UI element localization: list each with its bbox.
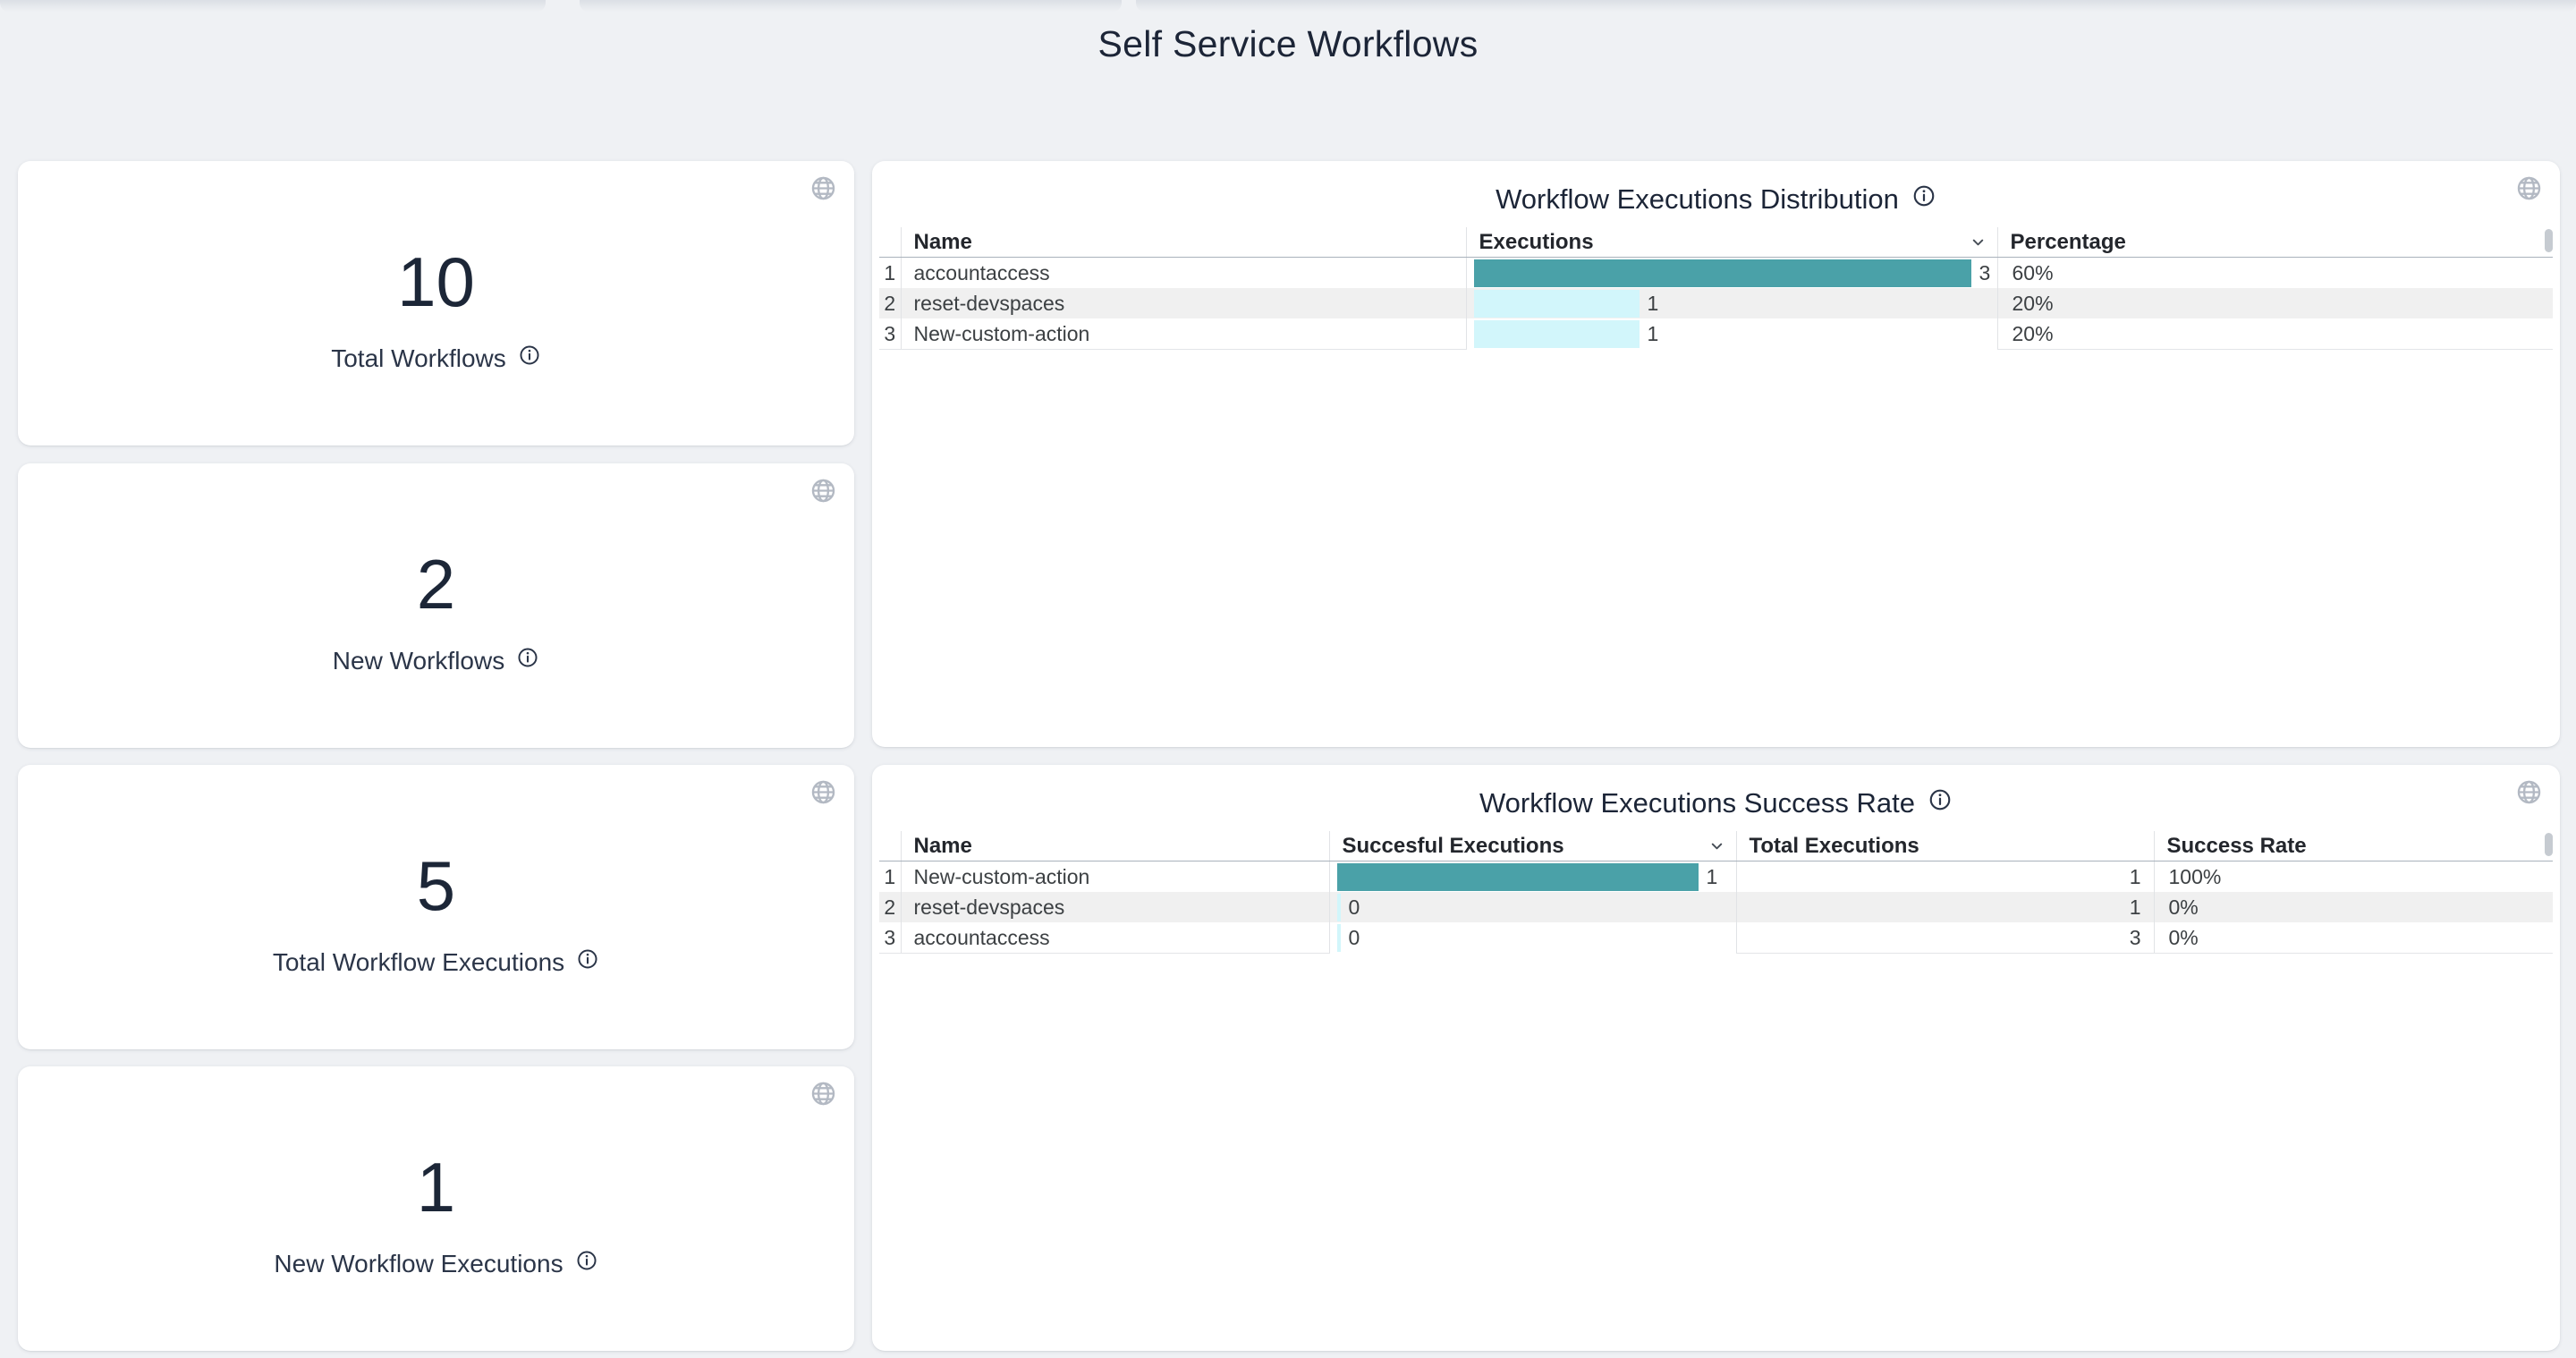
bar-value-label: 0 xyxy=(1348,925,1360,949)
table-row: 2 reset-devspaces 1 20% xyxy=(879,288,2553,318)
panel-title: Workflow Executions Success Rate xyxy=(1479,787,1915,819)
cell-successful_executions: 0 xyxy=(1328,892,1736,922)
info-icon[interactable] xyxy=(1928,787,1953,819)
execution-bar xyxy=(1336,862,1699,891)
column-header-name[interactable]: Name xyxy=(900,227,1466,258)
column-header-executions[interactable]: Executions xyxy=(1465,227,1997,258)
cell-name: reset-devspaces xyxy=(900,288,1466,318)
bar-value-label: 1 xyxy=(1647,321,1659,345)
execution-bar xyxy=(1336,923,1341,952)
cell-success_rate: 0% xyxy=(2153,922,2553,954)
cell-percentage: 20% xyxy=(1996,318,2553,350)
kpi-label: New Workflows xyxy=(332,646,505,675)
column-header-total_executions[interactable]: Total Executions xyxy=(1735,831,2154,861)
globe-icon xyxy=(2514,777,2544,807)
table-row: 3 accountaccess 0 3 0% xyxy=(879,922,2553,954)
globe-icon xyxy=(2514,174,2544,203)
kpi-value: 2 xyxy=(416,545,456,624)
bar-value-label: 3 xyxy=(1979,260,1991,284)
kpi-value: 5 xyxy=(416,846,456,925)
cell-percentage: 60% xyxy=(1996,257,2553,288)
kpi-label: Total Workflows xyxy=(331,344,506,372)
row-index: 2 xyxy=(884,291,896,315)
row-index-header xyxy=(879,227,901,258)
globe-icon xyxy=(809,777,838,807)
kpi-card-total-workflows: 10 Total Workflows xyxy=(18,161,854,446)
row-index: 2 xyxy=(884,895,896,919)
panel-workflow-executions-success-rate: Workflow Executions Success Rate Name Suc… xyxy=(872,765,2560,1351)
kpi-value: 1 xyxy=(416,1148,456,1226)
page-title: Self Service Workflows xyxy=(1097,23,1479,64)
kpi-label: Total Workflow Executions xyxy=(272,947,565,976)
column-label: Executions xyxy=(1479,229,1594,254)
row-index-header xyxy=(879,831,901,861)
cell-successful_executions: 0 xyxy=(1328,922,1736,954)
column-label: Succesful Executions xyxy=(1342,833,1564,858)
column-header-success_rate[interactable]: Success Rate xyxy=(2153,831,2553,861)
globe-icon xyxy=(809,174,838,203)
cell-name: accountaccess xyxy=(900,922,1329,954)
top-card-edge xyxy=(580,0,1122,12)
top-card-edge xyxy=(0,0,546,12)
cell-total_executions: 1 xyxy=(1735,861,2154,892)
top-card-edge xyxy=(1136,0,2576,12)
cell-executions: 3 xyxy=(1465,257,1997,288)
info-icon[interactable] xyxy=(576,947,599,977)
cell-total_executions: 1 xyxy=(1735,892,2154,922)
chevron-down-icon[interactable] xyxy=(1968,232,1988,252)
kpi-card-new-workflows: 2 New Workflows xyxy=(18,463,854,748)
execution-bar xyxy=(1336,893,1341,921)
column-label: Success Rate xyxy=(2166,833,2307,858)
info-icon[interactable] xyxy=(518,344,541,373)
kpi-label: New Workflow Executions xyxy=(274,1249,564,1277)
globe-icon xyxy=(809,476,838,505)
executions-success-rate-table: Name Succesful Executions Total Executions… xyxy=(879,831,2553,954)
execution-bar xyxy=(1473,259,1971,287)
cell-name: New-custom-action xyxy=(900,861,1329,892)
column-label: Percentage xyxy=(2010,229,2126,254)
table-scrollbar-thumb[interactable] xyxy=(2545,833,2553,856)
column-label: Total Executions xyxy=(1749,833,1919,858)
bar-value-label: 1 xyxy=(1706,864,1718,888)
cell-success_rate: 100% xyxy=(2153,861,2553,892)
cell-name: New-custom-action xyxy=(900,318,1466,350)
column-header-percentage[interactable]: Percentage xyxy=(1996,227,2553,258)
cell-total_executions: 3 xyxy=(1735,922,2154,954)
cell-executions: 1 xyxy=(1465,288,1997,318)
panel-title: Workflow Executions Distribution xyxy=(1496,183,1899,215)
table-row: 1 New-custom-action 1 1 100% xyxy=(879,861,2553,892)
cell-successful_executions: 1 xyxy=(1328,861,1736,892)
table-row: 1 accountaccess 3 60% xyxy=(879,257,2553,288)
kpi-card-total-workflow-executions: 5 Total Workflow Executions xyxy=(18,765,854,1049)
execution-bar xyxy=(1473,319,1640,348)
cell-executions: 1 xyxy=(1465,318,1997,350)
row-index: 1 xyxy=(884,260,896,284)
bar-value-label: 1 xyxy=(1647,291,1659,315)
row-index: 3 xyxy=(879,922,901,954)
column-label: Name xyxy=(913,833,972,858)
column-header-successful_executions[interactable]: Succesful Executions xyxy=(1328,831,1736,861)
cell-name: reset-devspaces xyxy=(900,892,1329,922)
cell-percentage: 20% xyxy=(1996,288,2553,318)
cell-name: accountaccess xyxy=(900,257,1466,288)
column-label: Name xyxy=(913,229,972,254)
info-icon[interactable] xyxy=(575,1249,598,1278)
table-row: 2 reset-devspaces 0 1 0% xyxy=(879,892,2553,922)
info-icon[interactable] xyxy=(1911,183,1936,216)
column-header-name[interactable]: Name xyxy=(900,831,1329,861)
table-scrollbar-thumb[interactable] xyxy=(2545,229,2553,252)
execution-bar xyxy=(1473,289,1640,318)
kpi-card-new-workflow-executions: 1 New Workflow Executions xyxy=(18,1066,854,1351)
info-icon[interactable] xyxy=(516,646,539,675)
kpi-value: 10 xyxy=(397,242,475,321)
executions-distribution-table: Name Executions Percentage 1 accountaccess 3 6… xyxy=(879,227,2553,350)
globe-icon xyxy=(809,1079,838,1108)
row-index: 1 xyxy=(884,864,896,888)
row-index: 3 xyxy=(879,318,901,350)
chevron-down-icon[interactable] xyxy=(1707,836,1727,856)
table-row: 3 New-custom-action 1 20% xyxy=(879,318,2553,350)
cell-success_rate: 0% xyxy=(2153,892,2553,922)
bar-value-label: 0 xyxy=(1348,895,1360,919)
panel-workflow-executions-distribution: Workflow Executions Distribution Name Exe… xyxy=(872,161,2560,747)
